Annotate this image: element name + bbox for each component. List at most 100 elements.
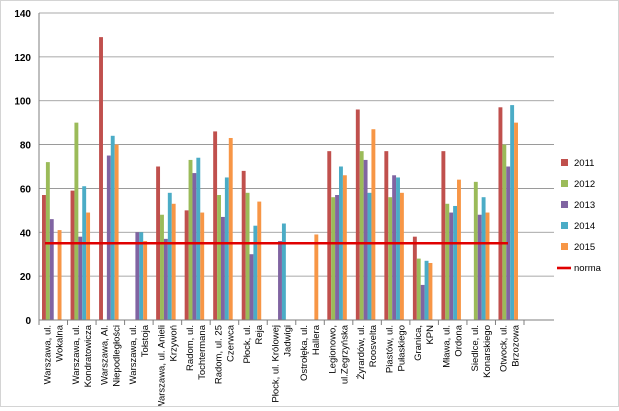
bar-2012 (217, 195, 221, 320)
y-tick-label: 80 (20, 141, 32, 152)
x-tick-label-text: Radom, ul. 25Czerwca (213, 324, 236, 384)
axes (38, 13, 554, 325)
x-tick-label: Radom, ul. 25Czerwca (213, 324, 236, 384)
x-tick-label: Warszawa, Al.Niepodległości (99, 325, 122, 387)
bar-2013 (249, 254, 254, 320)
bar-2013 (420, 284, 425, 320)
legend-swatch-2014 (561, 222, 568, 229)
x-tick-label: Warszawa, ul.Tołstoja (128, 324, 151, 384)
legend-label: 2015 (574, 242, 595, 253)
x-tick-label-text: Radom, ul.Tochtermana (185, 324, 208, 380)
bar-2015 (485, 212, 490, 320)
bar-2012 (45, 162, 50, 320)
x-tick-label-text: Granica,KPN (413, 325, 436, 361)
legend-swatch-2015 (561, 243, 568, 250)
bar-2015 (200, 212, 205, 320)
bar-2013 (49, 219, 54, 320)
bar-2013 (192, 173, 197, 320)
bar-2015 (114, 144, 119, 320)
bar-2014 (196, 157, 201, 320)
x-tick-label-text: Warszawa, ul.Tołstoja (128, 324, 151, 384)
bar-2015 (457, 179, 461, 320)
x-tick-label: Mława, ul.Ordona (442, 324, 465, 367)
bar-2013 (392, 175, 397, 320)
bar-2011 (355, 109, 360, 320)
y-tick-label: 60 (20, 184, 32, 195)
legend-label: norma (574, 263, 602, 274)
bar-2013 (135, 232, 140, 320)
bar-2015 (257, 201, 262, 320)
bar-2014 (110, 135, 115, 320)
y-tick-label: 20 (20, 272, 32, 283)
x-tick-label: Ostrołęka, ul.Hallera (299, 324, 322, 381)
x-tick-label: Otwock, ul.Brzozowa (499, 324, 522, 372)
bar-2015 (171, 203, 176, 320)
y-tick-label: 40 (20, 228, 32, 239)
bar-2013 (278, 241, 282, 320)
x-tick-label: Radom, ul.Tochtermana (185, 324, 208, 380)
x-tick-label: Płock, ul. KrólowejJadwigi (271, 325, 294, 403)
x-tick-label: Warszawa, ul.Kondratowicza (71, 324, 94, 387)
bar-2015 (57, 230, 62, 320)
bar-2014 (281, 223, 286, 320)
x-tick-label: Żyrardów, ul.Roosvelta (356, 324, 379, 379)
x-tick-label-text: Płock, ul.Reja (242, 324, 265, 363)
bar-2014 (139, 232, 144, 320)
x-tick-label: Warszawa, ul. AnieliKrzywoń (156, 325, 179, 410)
legend: 2011 2012 2013 2014 2015 norma (557, 158, 602, 274)
bar-2012 (160, 214, 164, 320)
bar-2011 (412, 236, 417, 320)
bar-2013 (163, 238, 168, 320)
bar-2011 (498, 107, 503, 321)
bar-2011 (42, 195, 46, 320)
y-tick-label: 100 (14, 97, 31, 108)
bar-2014 (453, 205, 458, 320)
bar-2013 (220, 216, 225, 320)
bar-2014 (167, 192, 172, 320)
bar-2013 (506, 166, 511, 320)
y-tick-label: 0 (25, 316, 31, 327)
bar-2012 (74, 122, 79, 321)
legend-swatch-2011 (561, 159, 568, 166)
bar-2013 (106, 155, 111, 320)
bar-2013 (335, 195, 340, 320)
bar-2015 (514, 122, 518, 321)
bar-2015 (428, 262, 433, 320)
legend-label: 2014 (574, 221, 595, 232)
bar-2013 (363, 159, 368, 320)
bar-2013 (477, 214, 482, 320)
bar-2014 (253, 225, 258, 320)
bar-2012 (416, 258, 421, 320)
x-tick-label-text: Otwock, ul.Brzozowa (499, 324, 522, 372)
x-tick-label-text: Mława, ul.Ordona (442, 324, 465, 367)
bar-2015 (314, 234, 319, 320)
x-tick-label-text: Warszawa, ul.Wokalna (42, 324, 65, 384)
x-tick-label-text: Piastów, ul.Pułaskiego (385, 325, 408, 373)
bar-2013 (449, 212, 454, 320)
bar-2014 (82, 186, 87, 320)
bar-2011 (213, 131, 218, 320)
bar-2015 (86, 212, 91, 320)
bar-2014 (367, 192, 372, 320)
x-tick-label-text: Płock, ul. KrólowejJadwigi (271, 325, 294, 403)
x-tick-label-text: Żyrardów, ul.Roosvelta (356, 324, 379, 379)
x-tick-label: Legionowo,ul.Zegrzyńska (328, 324, 351, 384)
x-tick-label-text: Warszawa, Al.Niepodległości (99, 325, 122, 387)
x-tick-label: Granica,KPN (413, 325, 436, 361)
bar-2012 (502, 144, 507, 320)
bar-2011 (70, 190, 75, 320)
bar-2011 (184, 210, 189, 320)
x-tick-label-text: Warszawa, ul. AnieliKrzywoń (156, 325, 179, 406)
y-axis-tick-labels: 0 20 40 60 80 100 120 140 (14, 9, 31, 327)
bar-2014 (510, 105, 515, 320)
y-tick-label: 140 (14, 9, 31, 20)
x-tick-label: Siedlce, ul.Konarskiego (470, 325, 493, 378)
bar-2012 (445, 203, 450, 320)
y-tick-label: 120 (14, 53, 31, 64)
bar-2012 (188, 159, 193, 320)
bar-2011 (99, 37, 103, 320)
bar-2012 (388, 197, 393, 320)
bar-2012 (359, 151, 364, 320)
